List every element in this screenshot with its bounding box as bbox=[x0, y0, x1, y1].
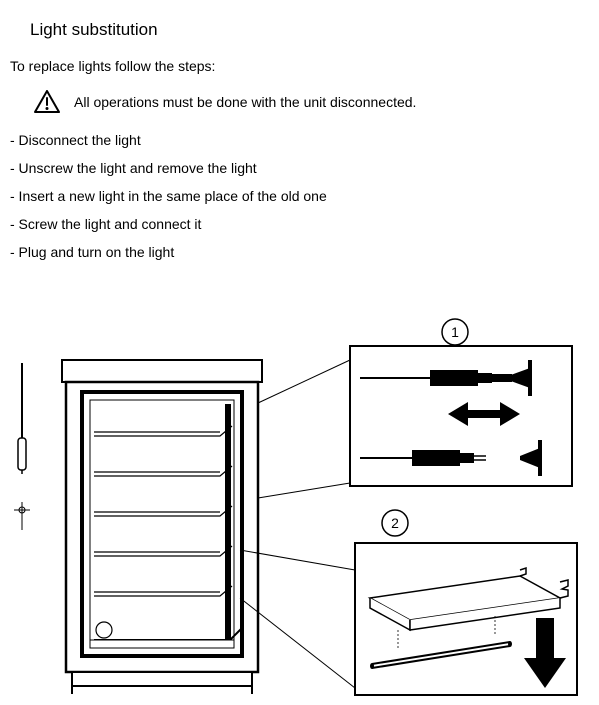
warning-row: All operations must be done with the uni… bbox=[34, 90, 579, 114]
svg-text:1: 1 bbox=[451, 324, 459, 340]
step-item: - Disconnect the light bbox=[10, 132, 579, 148]
warning-triangle-icon bbox=[34, 90, 60, 114]
screw-icon bbox=[14, 502, 30, 530]
screwdriver-icon bbox=[18, 363, 26, 474]
section-title: Light substitution bbox=[30, 20, 579, 40]
intro-text: To replace lights follow the steps: bbox=[10, 58, 579, 74]
step-item: - Insert a new light in the same place o… bbox=[10, 188, 579, 204]
callout-label-1: 1 bbox=[442, 319, 468, 345]
detail-panel-2 bbox=[355, 543, 577, 695]
step-item: - Unscrew the light and remove the light bbox=[10, 160, 579, 176]
callout-label-2: 2 bbox=[382, 510, 408, 536]
cabinet-diagram bbox=[62, 360, 262, 694]
svg-text:2: 2 bbox=[391, 515, 399, 531]
steps-list: - Disconnect the light - Unscrew the lig… bbox=[10, 132, 579, 260]
instruction-diagram: 1 2 bbox=[0, 318, 599, 700]
warning-text: All operations must be done with the uni… bbox=[74, 94, 416, 110]
step-item: - Plug and turn on the light bbox=[10, 244, 579, 260]
step-item: - Screw the light and connect it bbox=[10, 216, 579, 232]
detail-panel-1 bbox=[350, 346, 572, 486]
